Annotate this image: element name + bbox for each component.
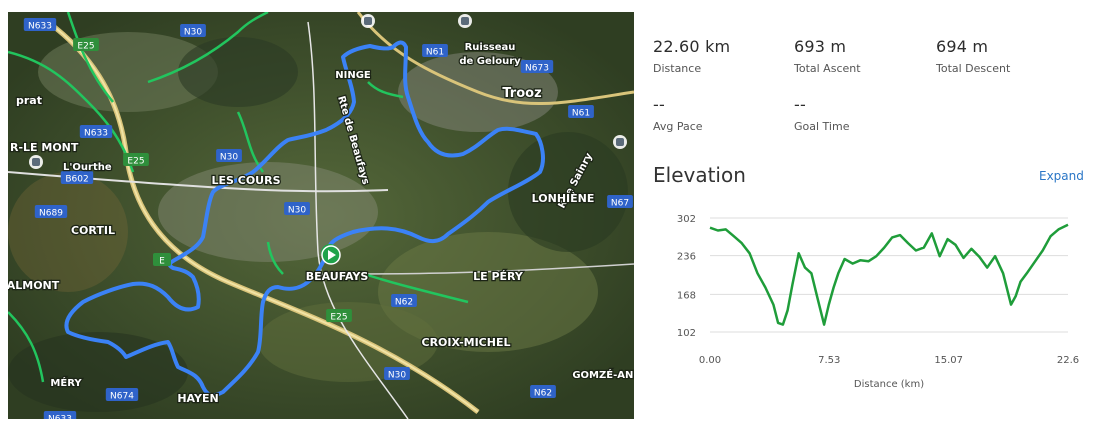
y-tick-label: 302 (677, 214, 696, 225)
road-shield-label: N633 (28, 22, 52, 32)
place-label-prat: prat (16, 94, 42, 107)
road-shield-label: N673 (525, 64, 549, 74)
elevation-line (709, 223, 1069, 326)
road-shield-label: E25 (77, 42, 94, 52)
road-shield-e25b: E25 (123, 153, 149, 167)
distance-value: 22.60 km (653, 37, 731, 56)
place-label-beaufays: BEAUFAYS (306, 270, 369, 283)
road-shield-label: N67 (611, 199, 629, 209)
road-shield-e25a: E25 (73, 38, 99, 52)
road-shield-n61b: N61 (568, 105, 594, 119)
road-shield-e25d: E25 (326, 309, 352, 323)
descent-label: Total Descent (936, 62, 1011, 75)
train-station-icon (458, 14, 472, 28)
start-marker[interactable] (320, 244, 341, 265)
place-label-croix: CROIX-MICHEL (422, 336, 511, 349)
road-shield-label: N689 (39, 209, 63, 219)
road-shield-label: B602 (65, 175, 88, 185)
ascent-value: 693 m (794, 37, 847, 56)
train-station-icon (613, 135, 627, 149)
road-shield-label: N30 (184, 28, 202, 38)
train-station-icon (29, 155, 43, 169)
elevation-title: Elevation (653, 163, 746, 187)
play-icon (328, 250, 336, 260)
elevation-chart: 302 236 168 102 0.00 7.53 15.07 22.6 Distance (k… (677, 214, 1079, 390)
road-shield-label: E (159, 257, 165, 267)
place-label-nin: NINGE (335, 70, 371, 81)
map-canvas[interactable]: N633 E25 N30 N61 N673 N61 N633 E25 N30 B602 N30 N68… (8, 12, 634, 419)
road-shield-n633a: N633 (23, 18, 57, 32)
road-shields: N633 E25 N30 N61 N673 N61 N633 E25 N30 B602 N30 N68… (23, 18, 633, 420)
x-tick-label: 22.6 (1057, 355, 1079, 366)
road-shield-n633c: N633 (43, 411, 77, 420)
place-label-lescours: LES COURS (211, 174, 280, 187)
stat-distance: 22.60 km Distance (653, 37, 730, 75)
place-label-hayen: HAYEN (177, 392, 218, 405)
road-shield-label: E25 (330, 313, 347, 323)
stat-pace: -- Avg Pace (653, 95, 703, 133)
route-path[interactable] (64, 40, 545, 398)
goal-value: -- (794, 95, 806, 114)
place-label-almont: ALMONT (8, 279, 60, 292)
stat-ascent: 693 m Total Ascent (794, 37, 861, 75)
stat-goal-time: -- Goal Time (794, 95, 849, 133)
x-tick-label: 15.07 (934, 355, 963, 366)
road-shield-label: E25 (127, 157, 144, 167)
distance-label: Distance (653, 62, 702, 75)
place-label-lepery: LE PÉRY (473, 270, 524, 283)
y-tick-label: 102 (677, 328, 696, 339)
place-label-ruisseau2: de Geloury (459, 56, 521, 67)
place-label-lonhiene: LONHIÈNE (532, 192, 595, 205)
road-shield-label: N61 (426, 48, 444, 58)
road-shield-n62a: N62 (391, 294, 417, 308)
ascent-label: Total Ascent (794, 62, 861, 75)
y-tick-label: 236 (677, 252, 696, 263)
road-shield-n30b: N30 (216, 149, 242, 163)
road-shield-label: N633 (84, 129, 108, 139)
x-axis-label: Distance (km) (854, 379, 924, 390)
descent-value: 694 m (936, 37, 989, 56)
place-label-mery: MÉRY (50, 376, 82, 389)
x-tick-label: 0.00 (699, 355, 721, 366)
pace-label: Avg Pace (653, 120, 703, 133)
road-shield-label: N30 (388, 371, 406, 381)
road-shield-n61a: N61 (422, 44, 448, 58)
road-shield-n30d: N30 (384, 367, 410, 381)
road-shield-label: N62 (534, 389, 552, 399)
road-shield-n67: N67 (607, 195, 633, 209)
stat-descent: 694 m Total Descent (936, 37, 1010, 75)
road-shield-n62b: N62 (530, 385, 556, 399)
goal-label: Goal Time (794, 120, 850, 133)
place-label-trooz: Trooz (502, 86, 541, 101)
place-label-gomze: GOMZÉ-AND (572, 368, 634, 381)
road-shield-label: N674 (110, 392, 134, 402)
train-station-icon (361, 14, 375, 28)
place-label-ruisseau1: Ruisseau (465, 42, 516, 53)
green-trails (8, 12, 469, 383)
road-shield-b602: B602 (60, 171, 94, 185)
road-shield-n689: N689 (34, 205, 68, 219)
road-shield-label: N633 (48, 415, 72, 420)
road-shield-label: N62 (395, 298, 413, 308)
road-shield-label: N30 (288, 206, 306, 216)
place-label-rlemont: R-LE MONT (10, 141, 79, 154)
pace-value: -- (653, 95, 665, 114)
road-shield-n30a: N30 (180, 24, 206, 38)
road-shield-n674: N674 (105, 388, 139, 402)
y-tick-label: 168 (677, 290, 696, 301)
x-tick-label: 7.53 (818, 355, 840, 366)
place-label-ourthe: L'Ourthe (63, 162, 112, 173)
place-label-cortil: CORTIL (71, 224, 115, 237)
road-shield-label: N61 (572, 109, 590, 119)
route-map[interactable]: N633 E25 N30 N61 N673 N61 N633 E25 N30 B602 N30 N68… (8, 12, 634, 419)
road-shield-label: N30 (220, 153, 238, 163)
expand-link[interactable]: Expand (1039, 169, 1084, 183)
road-shield-n30c: N30 (284, 202, 310, 216)
road-shield-n633b: N633 (79, 125, 113, 139)
road-shield-n673: N673 (520, 60, 554, 74)
road-shield-e25c: E (153, 253, 171, 267)
